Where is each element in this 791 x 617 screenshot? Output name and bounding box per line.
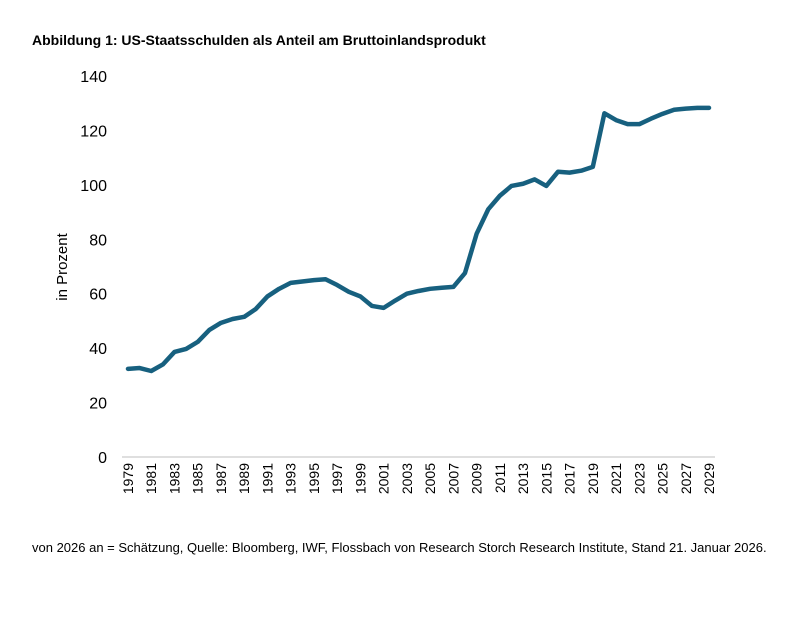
- x-tick-label: 1981: [143, 463, 159, 494]
- y-tick-label: 80: [89, 232, 107, 249]
- series-line: [125, 105, 712, 374]
- x-tick-label: 2001: [376, 463, 392, 494]
- x-tick-label: 2025: [655, 463, 671, 494]
- y-tick-label: 40: [89, 341, 107, 358]
- y-tick-label: 20: [89, 396, 107, 413]
- x-tick-label: 1999: [352, 463, 368, 494]
- y-tick-label: 140: [80, 69, 107, 86]
- x-tick-label: 2019: [585, 463, 601, 494]
- y-tick-label: 100: [80, 178, 107, 195]
- x-tick-label: 2023: [631, 463, 647, 494]
- x-tick-label: 2029: [701, 463, 717, 494]
- x-tick-label: 1995: [306, 463, 322, 494]
- x-tick-label: 2011: [492, 463, 508, 493]
- x-tick-label: 1987: [213, 463, 229, 494]
- x-tick-label: 2015: [538, 463, 554, 494]
- x-tick-label: 2021: [608, 463, 624, 494]
- x-tick-label: 2027: [678, 463, 694, 494]
- x-tick-label: 2007: [445, 463, 461, 494]
- x-tick-label: 1983: [166, 463, 182, 494]
- y-tick-label: 0: [98, 450, 107, 467]
- x-tick-label: 2003: [399, 463, 415, 494]
- footnote: von 2026 an = Schätzung, Quelle: Bloombe…: [32, 540, 767, 555]
- x-tick-label: 1979: [120, 463, 136, 494]
- x-tick-label: 2009: [469, 463, 485, 494]
- x-tick-label: 2013: [515, 463, 531, 494]
- y-axis-label: in Prozent: [54, 232, 71, 300]
- x-tick-label: 1991: [259, 463, 275, 494]
- x-tick-label: 1985: [190, 463, 206, 494]
- y-tick-label: 120: [80, 123, 107, 140]
- y-tick-label: 60: [89, 287, 107, 304]
- x-tick-label: 1989: [236, 463, 252, 494]
- chart-title: Abbildung 1: US-Staatsschulden als Antei…: [32, 32, 486, 48]
- x-tick-label: 2005: [422, 463, 438, 494]
- x-tick-label: 2017: [562, 463, 578, 494]
- x-tick-label: 1997: [329, 463, 345, 494]
- x-tick-label: 1993: [283, 463, 299, 494]
